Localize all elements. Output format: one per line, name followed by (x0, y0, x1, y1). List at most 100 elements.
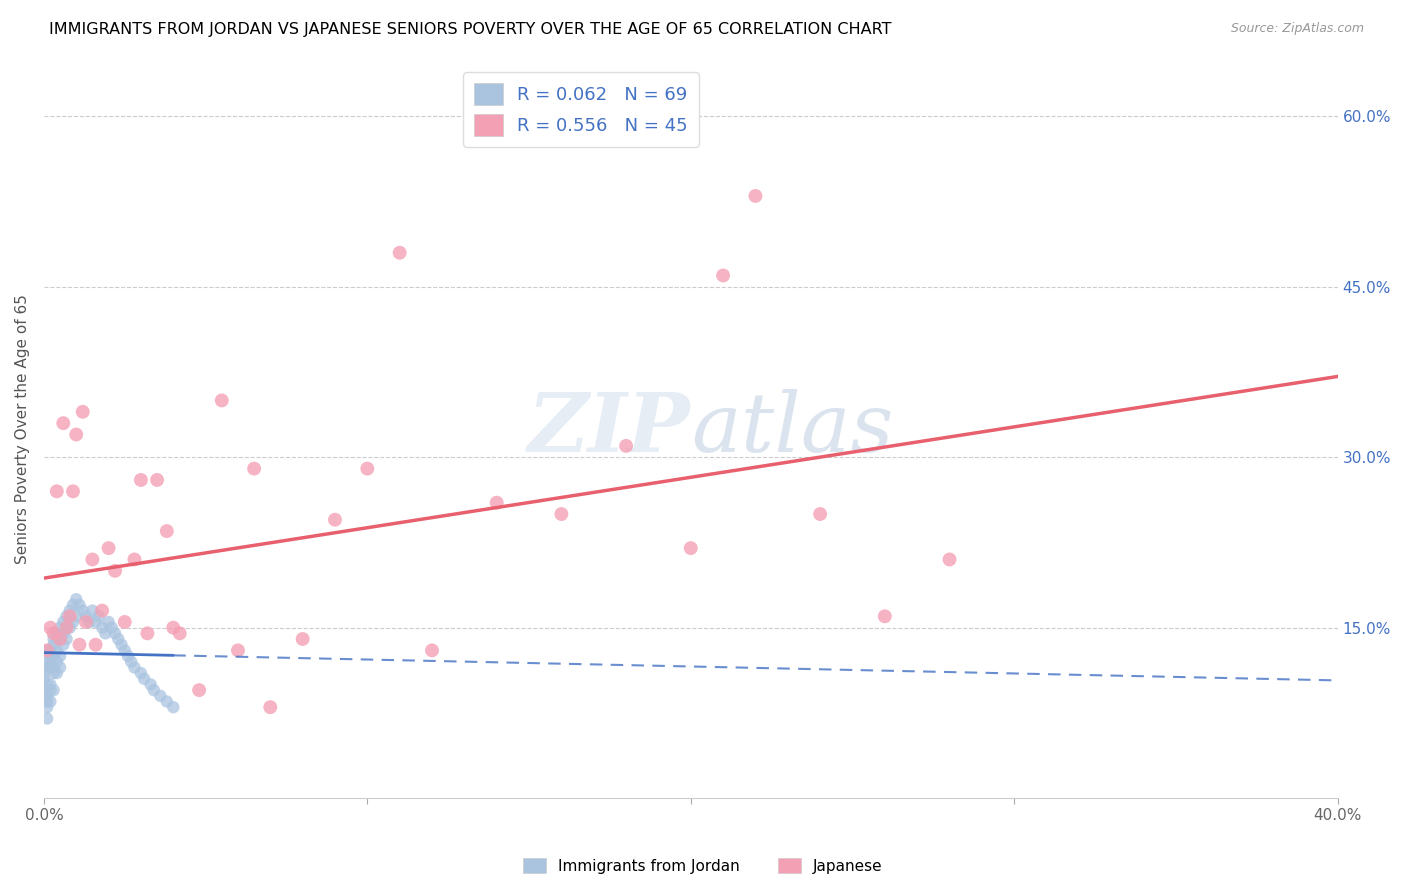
Y-axis label: Seniors Poverty Over the Age of 65: Seniors Poverty Over the Age of 65 (15, 293, 30, 564)
Point (45, 484, 67, 499)
Point (82, 552, 104, 566)
Point (52, 416, 75, 430)
Point (146, 473, 169, 487)
Point (149, 689, 172, 703)
Point (97, 541, 120, 555)
Point (156, 694, 179, 708)
Point (129, 666, 152, 681)
Point (37, 677, 59, 691)
Point (550, 507, 572, 521)
Point (808, 507, 831, 521)
Point (39, 694, 62, 708)
Point (42, 666, 65, 681)
Point (39, 643, 62, 657)
Point (87, 609, 110, 624)
Point (136, 626, 159, 640)
Point (114, 643, 136, 657)
Point (49, 660, 72, 674)
Point (42, 638, 65, 652)
Point (679, 541, 702, 555)
Point (104, 626, 127, 640)
Point (69, 598, 91, 612)
Point (139, 677, 162, 691)
Point (37, 643, 59, 657)
Point (94, 626, 117, 640)
Point (32, 672, 55, 686)
Point (32, 683, 55, 698)
Point (226, 643, 249, 657)
Text: atlas: atlas (690, 389, 893, 469)
Point (388, 245, 411, 260)
Point (49, 621, 72, 635)
Point (42, 660, 65, 674)
Point (162, 621, 184, 635)
Point (744, 189, 766, 203)
Point (259, 700, 281, 714)
Point (39, 648, 62, 663)
Point (75, 615, 97, 629)
Point (97, 615, 120, 629)
Point (124, 660, 146, 674)
Point (42, 648, 65, 663)
Point (37, 700, 59, 714)
Point (72, 405, 94, 419)
Point (52, 626, 75, 640)
Point (52, 615, 75, 629)
Text: ZIP: ZIP (529, 389, 690, 469)
Point (420, 643, 443, 657)
Point (37, 655, 59, 669)
Point (42, 632, 65, 646)
Point (59, 609, 82, 624)
Point (75, 609, 97, 624)
Point (37, 643, 59, 657)
Point (62, 615, 84, 629)
Point (107, 632, 129, 646)
Point (65, 592, 87, 607)
Point (104, 564, 127, 578)
Point (59, 604, 82, 618)
Point (84, 615, 107, 629)
Point (156, 524, 179, 538)
Point (356, 461, 378, 475)
Point (485, 496, 508, 510)
Point (291, 632, 314, 646)
Point (55, 621, 77, 635)
Point (69, 638, 91, 652)
Point (169, 626, 191, 640)
Point (72, 604, 94, 618)
Point (45, 643, 67, 657)
Point (52, 638, 75, 652)
Point (162, 700, 184, 714)
Point (938, 552, 960, 566)
Point (65, 609, 87, 624)
Point (39, 655, 62, 669)
Point (188, 683, 211, 698)
Point (45, 666, 67, 681)
Point (39, 621, 62, 635)
Point (120, 655, 142, 669)
Point (129, 473, 152, 487)
Legend: Immigrants from Jordan, Japanese: Immigrants from Jordan, Japanese (517, 852, 889, 880)
Point (42, 626, 65, 640)
Point (37, 689, 59, 703)
Point (37, 712, 59, 726)
Point (82, 604, 104, 618)
Point (49, 632, 72, 646)
Point (614, 439, 637, 453)
Point (55, 621, 77, 635)
Point (62, 598, 84, 612)
Point (84, 638, 107, 652)
Point (39, 683, 62, 698)
Point (91, 621, 114, 635)
Point (114, 615, 136, 629)
Point (110, 638, 132, 652)
Point (101, 621, 124, 635)
Point (39, 677, 62, 691)
Point (62, 484, 84, 499)
Point (211, 393, 233, 408)
Point (124, 552, 146, 566)
Point (142, 683, 165, 698)
Point (134, 672, 156, 686)
Point (323, 513, 346, 527)
Point (55, 632, 77, 646)
